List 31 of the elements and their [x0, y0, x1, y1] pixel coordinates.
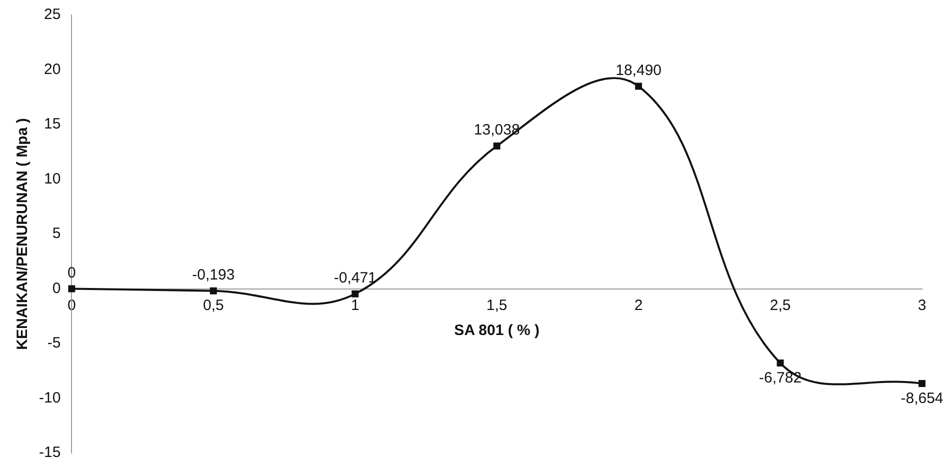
y-tick-label: 20: [44, 60, 61, 78]
y-tick-label: 5: [52, 225, 61, 242]
y-tick-label: 25: [44, 6, 61, 24]
data-label: -0,193: [192, 266, 235, 284]
y-tick-label: 0: [52, 280, 61, 297]
data-label: -8,654: [900, 390, 944, 408]
y-axis-title: KENAIKAN/PENURUNAN ( Mpa ): [14, 118, 32, 350]
y-tick-label: 10: [44, 170, 61, 188]
y-tick-label: -10: [38, 389, 61, 406]
data-label: 18,490: [616, 62, 662, 79]
point: [493, 142, 500, 150]
y-tick-label: 15: [44, 116, 61, 133]
x-tick-label: 3: [918, 296, 926, 314]
point: [352, 290, 359, 298]
point: [776, 360, 784, 366]
y-tick-label: -5: [47, 334, 61, 352]
x-tick-label: 1,5: [486, 296, 508, 314]
point: [210, 287, 217, 294]
x-tick-label: 0,5: [202, 296, 224, 314]
y-tick-label: -15: [38, 444, 61, 462]
x-tick-label: 1: [350, 296, 360, 314]
data-label: -6,782: [759, 370, 802, 387]
x-tick-label: 2: [634, 296, 643, 314]
data-label: 13,038: [474, 122, 520, 139]
data-label: -0,471: [334, 270, 376, 287]
x-axis-title: SA 801 ( % ): [454, 322, 540, 339]
point: [635, 82, 642, 90]
data-label: 0: [68, 264, 76, 282]
x-tick-label: 2,5: [770, 296, 791, 314]
point: [918, 380, 926, 387]
point: [68, 285, 76, 292]
